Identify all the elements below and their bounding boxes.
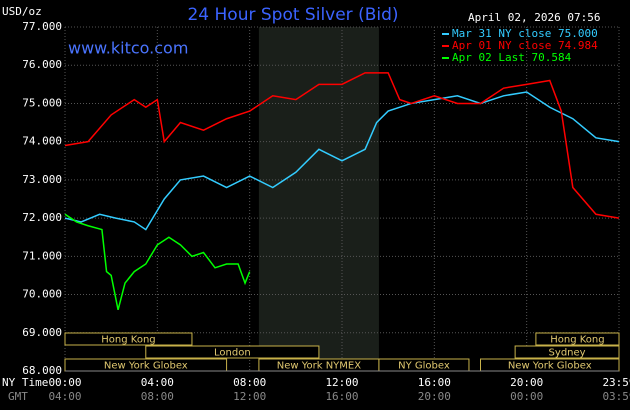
- timestamp: April 02, 2026 07:56: [468, 11, 600, 24]
- series-line: [64, 213, 251, 311]
- x2-tick-label: 00:00: [510, 390, 543, 403]
- y-tick-label: 69.000: [22, 326, 62, 339]
- y-tick-label: 73.000: [22, 173, 62, 186]
- session-label: London: [214, 348, 251, 359]
- x2-tick-label: 03:59: [602, 390, 630, 403]
- x2-tick-label: 04:00: [48, 390, 81, 403]
- x-tick-label: 12:00: [325, 376, 358, 389]
- y-axis-label: USD/oz: [2, 5, 42, 18]
- session-box: [535, 332, 620, 346]
- session-box: [64, 332, 193, 346]
- x-tick-label: 04:00: [141, 376, 174, 389]
- x-tick-label: 16:00: [418, 376, 451, 389]
- chart-title: 24 Hour Spot Silver (Bid): [187, 5, 398, 25]
- y-tick-label: 76.000: [22, 58, 62, 71]
- legend-label: Mar 31 NY close 75.000: [452, 27, 598, 40]
- x2-axis-label: GMT: [8, 390, 28, 403]
- session-label: New York NYMEX: [277, 361, 362, 372]
- session-box: [514, 345, 620, 359]
- source: www.kitco.com: [68, 39, 188, 58]
- x2-tick-label: 20:00: [418, 390, 451, 403]
- session-label: NY Globex: [398, 361, 450, 372]
- session-label: New York Globex: [104, 361, 188, 372]
- x2-tick-label: 16:00: [325, 390, 358, 403]
- legend-label: Apr 02 Last 70.584: [452, 51, 572, 64]
- y-tick-label: 74.000: [22, 135, 62, 148]
- session-label: New York Globex: [508, 361, 592, 372]
- y-tick-label: 72.000: [22, 211, 62, 224]
- x-tick-label: 08:00: [233, 376, 266, 389]
- y-tick-label: 71.000: [22, 249, 62, 262]
- session-label: Hong Kong: [101, 335, 155, 346]
- highlight-region: [258, 27, 379, 371]
- x-tick-label: 20:00: [510, 376, 543, 389]
- y-tick-label: 70.000: [22, 288, 62, 301]
- session-label: Hong Kong: [550, 335, 604, 346]
- series-line: [64, 91, 620, 231]
- x-tick-label: 23:59: [602, 376, 630, 389]
- series-line: [64, 72, 620, 219]
- y-tick-label: 77.000: [22, 20, 62, 33]
- y-tick-label: 68.000: [22, 364, 62, 377]
- session-label: Sydney: [549, 348, 586, 359]
- x-axis-label: NY Time: [2, 376, 48, 389]
- y-tick-label: 75.000: [22, 96, 62, 109]
- legend-label: Apr 01 NY close 74.984: [452, 39, 598, 52]
- x2-tick-label: 08:00: [141, 390, 174, 403]
- session-box: [145, 345, 320, 359]
- x-tick-label: 00:00: [48, 376, 81, 389]
- x2-tick-label: 12:00: [233, 390, 266, 403]
